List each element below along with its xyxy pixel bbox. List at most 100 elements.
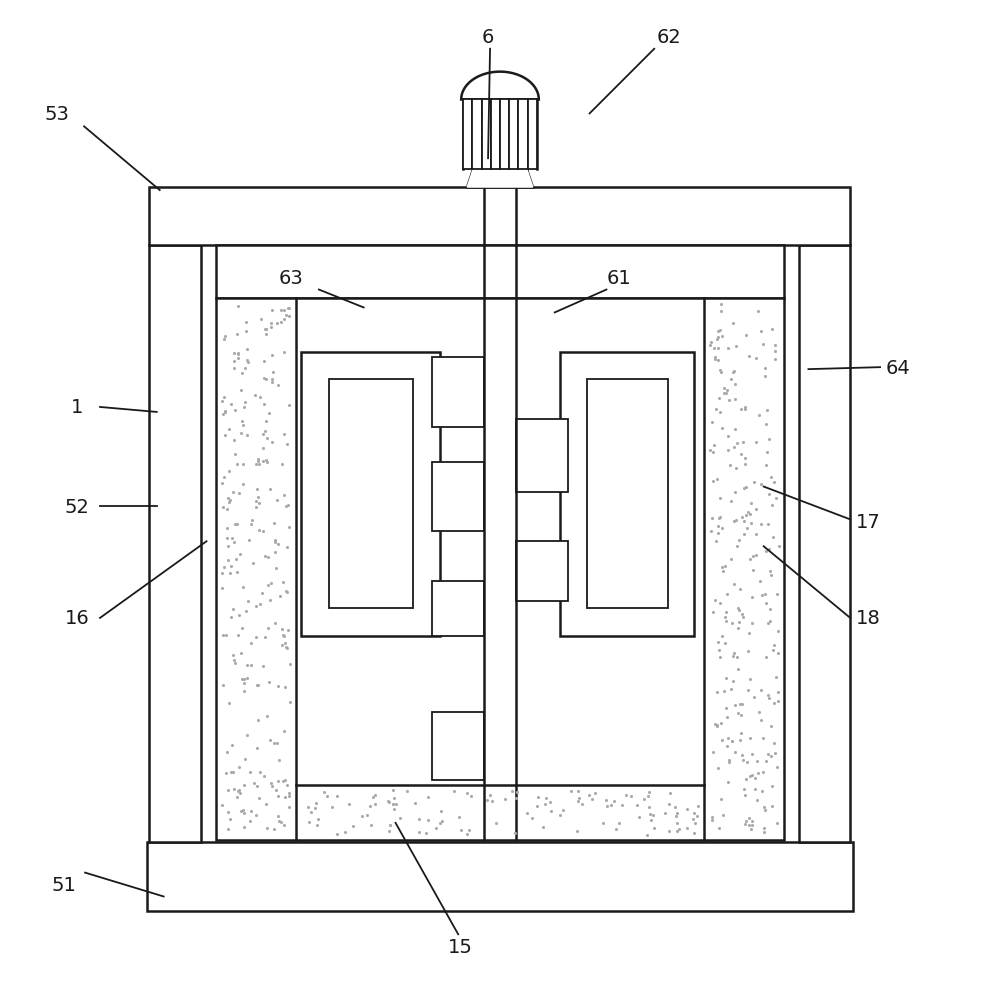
Point	[711, 643, 727, 659]
Point	[711, 511, 727, 527]
Point	[744, 817, 760, 833]
Point	[742, 671, 758, 687]
Point	[542, 794, 558, 810]
Point	[229, 564, 245, 580]
Point	[276, 488, 292, 504]
Point	[497, 791, 513, 807]
Point	[264, 434, 280, 450]
Point	[537, 796, 553, 812]
Point	[226, 361, 242, 377]
Point	[761, 690, 777, 706]
Point	[724, 734, 740, 749]
Point	[685, 812, 701, 828]
Text: 16: 16	[65, 608, 90, 628]
Point	[770, 685, 786, 701]
Point	[220, 539, 236, 555]
Point	[251, 790, 267, 806]
Point	[234, 620, 250, 636]
Point	[257, 424, 273, 440]
Point	[250, 451, 266, 467]
Point	[732, 696, 748, 712]
Point	[264, 372, 280, 388]
Point	[710, 518, 726, 534]
Point	[256, 354, 272, 370]
Point	[668, 808, 684, 824]
Point	[226, 354, 242, 370]
Point	[257, 630, 273, 646]
Point	[746, 474, 762, 490]
Point	[329, 826, 345, 842]
Point	[217, 404, 233, 419]
Point	[216, 560, 232, 576]
Point	[581, 787, 597, 803]
Point	[710, 634, 726, 650]
Point	[766, 736, 782, 751]
Text: 53: 53	[45, 104, 70, 124]
Point	[271, 813, 287, 829]
Point	[687, 815, 703, 831]
Point	[359, 807, 375, 823]
Point	[639, 827, 655, 843]
Point	[267, 532, 283, 548]
Point	[341, 796, 357, 812]
Point	[227, 655, 243, 671]
Point	[763, 718, 779, 734]
Point	[736, 480, 752, 496]
Bar	[149, 246, 201, 842]
Point	[229, 327, 245, 343]
Point	[235, 580, 251, 595]
Point	[263, 319, 279, 335]
Text: 51: 51	[52, 875, 77, 895]
Point	[718, 670, 734, 686]
Bar	[798, 246, 850, 842]
Point	[216, 469, 232, 485]
Point	[218, 627, 234, 643]
Point	[380, 793, 396, 809]
Point	[309, 817, 325, 833]
Point	[710, 341, 726, 357]
Point	[278, 308, 294, 324]
Point	[717, 635, 733, 651]
Point	[453, 822, 469, 838]
Point	[645, 808, 661, 824]
Point	[712, 491, 728, 507]
Point	[241, 533, 257, 549]
Point	[603, 798, 619, 814]
Point	[753, 713, 769, 729]
Point	[734, 509, 750, 525]
Point	[623, 788, 639, 804]
Point	[741, 817, 757, 833]
Point	[252, 764, 268, 780]
Point	[753, 682, 769, 698]
Point	[712, 510, 728, 526]
Point	[555, 802, 571, 818]
Point	[742, 506, 758, 522]
Point	[221, 695, 237, 711]
Point	[611, 815, 627, 831]
Point	[255, 426, 271, 442]
Point	[243, 636, 259, 652]
Point	[234, 414, 250, 430]
Point	[227, 403, 243, 418]
Point	[737, 451, 753, 467]
Point	[222, 493, 238, 509]
Point	[222, 811, 238, 827]
Point	[738, 327, 754, 343]
Point	[235, 456, 251, 472]
Point	[530, 789, 546, 805]
Point	[719, 739, 735, 754]
Point	[707, 350, 723, 366]
Point	[769, 815, 785, 831]
Point	[760, 688, 776, 704]
Bar	[432, 462, 484, 532]
Point	[710, 352, 726, 368]
Point	[270, 378, 286, 394]
Point	[642, 806, 658, 822]
Point	[230, 347, 246, 363]
Point	[750, 303, 766, 319]
Point	[636, 791, 652, 807]
Point	[264, 375, 280, 391]
Point	[269, 316, 285, 332]
Point	[730, 661, 746, 677]
Point	[724, 616, 740, 632]
